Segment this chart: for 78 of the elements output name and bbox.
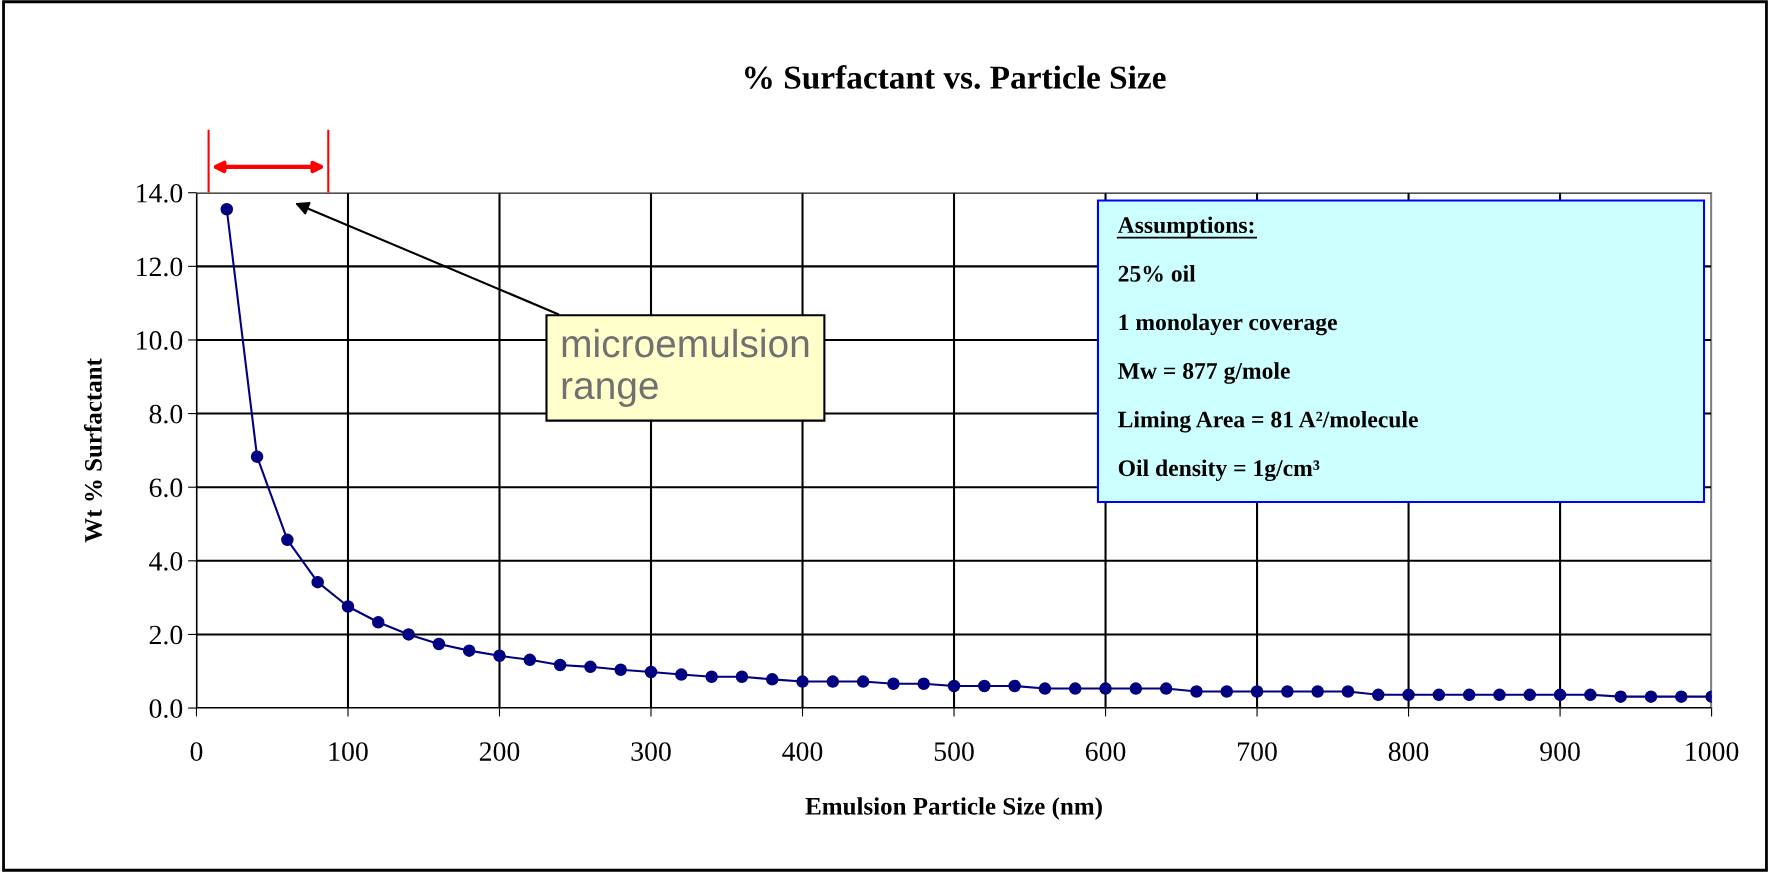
point	[1614, 690, 1627, 703]
annotation: Mw = 877 g/mole	[1118, 362, 1290, 384]
point	[1190, 685, 1203, 698]
x-tick-label: 200	[479, 742, 520, 761]
y-axis-title: Wt % Surfactant	[83, 358, 102, 543]
annotation: microemulsion range	[562, 328, 809, 407]
point	[1008, 679, 1021, 693]
point	[493, 649, 506, 663]
x-tick-label: 900	[1540, 742, 1580, 761]
x-tick-label: 100	[329, 742, 368, 761]
point	[1038, 682, 1052, 695]
point	[523, 653, 537, 667]
point	[402, 628, 415, 641]
y-tick-label: 4.0	[149, 551, 183, 571]
point	[372, 616, 385, 629]
point	[1644, 690, 1658, 703]
x-tick-label: 800	[1388, 742, 1429, 761]
point	[1675, 690, 1688, 703]
annotation: Liming Area = 81 A²/molecule	[1118, 410, 1418, 433]
point	[220, 203, 234, 216]
point	[887, 677, 900, 691]
point	[311, 575, 324, 589]
chart-title: % Surfactant vs. Particle Size	[745, 65, 1166, 90]
point	[1220, 685, 1234, 698]
point	[1584, 688, 1597, 702]
x-axis-title: Emulsion Particle Size (nm)	[805, 797, 1102, 820]
point	[250, 450, 264, 463]
point	[1099, 682, 1112, 695]
point	[947, 679, 961, 693]
annotation: 25% oil	[1118, 265, 1196, 282]
y-tick-label: 2.0	[149, 625, 183, 645]
point	[675, 668, 688, 681]
annotation: Assumptions:	[1117, 216, 1254, 238]
point	[281, 533, 294, 547]
point	[826, 675, 840, 688]
point	[1493, 688, 1506, 702]
point	[705, 670, 718, 684]
x-tick-label: 300	[631, 742, 671, 761]
point	[341, 600, 355, 613]
point	[1553, 688, 1567, 702]
point	[796, 675, 809, 688]
point	[1341, 685, 1355, 698]
point	[978, 679, 991, 693]
x-tick-label: 1000	[1686, 742, 1739, 761]
point	[1432, 688, 1446, 702]
y-tick-label: 8.0	[149, 404, 183, 424]
point	[917, 677, 930, 691]
x-tick-label: 600	[1085, 742, 1126, 761]
point	[462, 644, 476, 657]
point	[614, 663, 627, 677]
x-tick-label: 0	[190, 742, 203, 761]
x-tick-label: 500	[934, 742, 974, 761]
point	[1311, 685, 1324, 698]
point	[856, 675, 870, 688]
y-tick-label: 14.0	[137, 183, 183, 203]
point	[1523, 688, 1537, 702]
x-tick-label: 400	[782, 742, 823, 761]
point	[1462, 688, 1476, 702]
point	[1159, 682, 1173, 695]
point	[584, 660, 597, 674]
point	[1372, 688, 1385, 702]
point	[735, 670, 749, 684]
y-tick-label: 12.0	[137, 257, 183, 277]
point	[1281, 685, 1294, 698]
point	[644, 665, 658, 679]
y-tick-label: 6.0	[149, 478, 183, 498]
point	[1129, 682, 1143, 695]
y-tick-label: 0.0	[149, 699, 183, 719]
point	[553, 658, 567, 672]
point	[1068, 682, 1082, 695]
point	[765, 673, 779, 686]
x-tick-label: 700	[1238, 742, 1277, 761]
point	[432, 637, 446, 651]
point	[1250, 685, 1264, 698]
annotation: 1 monolayer coverage	[1119, 313, 1337, 336]
point	[1402, 688, 1415, 702]
annotation: Oil density = 1g/cm³	[1118, 459, 1320, 482]
y-tick-label: 10.0	[137, 331, 183, 350]
